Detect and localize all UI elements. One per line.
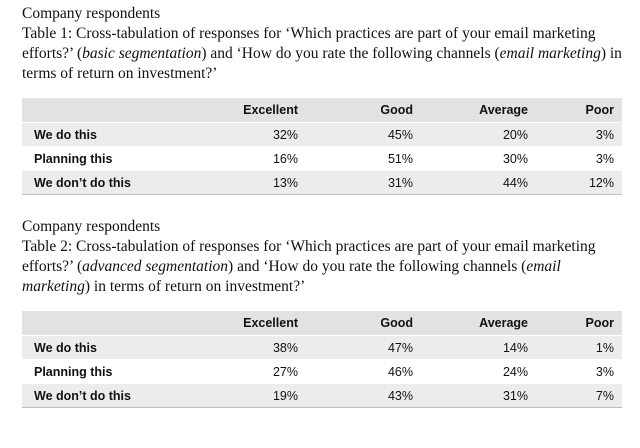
caption-part: ) and ‘How do you rate the following cha… (228, 258, 527, 275)
caption-part: ) in terms of return on investment?’ (22, 45, 622, 82)
table-cell: 24% (421, 359, 536, 384)
table-cell: 44% (421, 170, 536, 195)
table-row: We don’t do this 13% 31% 44% 12% (22, 170, 622, 195)
column-header: Good (306, 98, 421, 123)
column-header: Excellent (186, 311, 306, 336)
table-cell: 43% (306, 383, 421, 408)
table-section-2: Company respondents Table 2: Cross-tabul… (22, 217, 622, 408)
column-header: Excellent (186, 98, 306, 123)
table-caption: Company respondents Table 1: Cross-tabul… (22, 4, 622, 84)
table-cell: 46% (306, 359, 421, 384)
table-cell: 1% (536, 335, 622, 360)
table-cell: 14% (421, 335, 536, 360)
column-header: Poor (536, 98, 622, 123)
table-cell: 30% (421, 146, 536, 171)
caption-text: Table 2: Cross-tabulation of responses f… (22, 237, 622, 297)
table-cell: 16% (186, 146, 306, 171)
row-label: We do this (22, 335, 186, 360)
row-label: Planning this (22, 359, 186, 384)
caption-text: Table 1: Cross-tabulation of responses f… (22, 24, 622, 84)
caption-part: Table 1: Cross-tabulation of responses f… (22, 25, 596, 62)
table-caption: Company respondents Table 2: Cross-tabul… (22, 217, 622, 297)
caption-part: Table 2: Cross-tabulation of responses f… (22, 238, 596, 275)
table-header-row: Excellent Good Average Poor (22, 98, 622, 123)
row-label: We do this (22, 122, 186, 147)
table-cell: 38% (186, 335, 306, 360)
caption-part-italic: basic segmentation (82, 45, 202, 62)
caption-part-italic: email marketing (499, 45, 601, 62)
table-cell: 32% (186, 122, 306, 147)
table-cell: 7% (536, 383, 622, 408)
table-cell: 51% (306, 146, 421, 171)
row-label: Planning this (22, 146, 186, 171)
column-header: Poor (536, 311, 622, 336)
caption-header-line: Company respondents (22, 218, 161, 235)
column-header: Average (421, 311, 536, 336)
table-row: We do this 38% 47% 14% 1% (22, 335, 622, 360)
caption-part-italic: advanced segmentation (82, 258, 229, 275)
table-row: Planning this 16% 51% 30% 3% (22, 146, 622, 171)
table-cell: 19% (186, 383, 306, 408)
table-cell: 12% (536, 170, 622, 195)
table-row: We do this 32% 45% 20% 3% (22, 122, 622, 147)
caption-part-italic: email marketing (22, 258, 561, 295)
table-cell: 31% (421, 383, 536, 408)
column-header: Average (421, 98, 536, 123)
table-cell: 3% (536, 359, 622, 384)
data-table: Excellent Good Average Poor We do this 3… (22, 98, 622, 195)
table-cell: 31% (306, 170, 421, 195)
table-section-1: Company respondents Table 1: Cross-tabul… (22, 4, 622, 195)
table-cell: 3% (536, 146, 622, 171)
table-cell: 45% (306, 122, 421, 147)
corner-cell (22, 311, 186, 336)
column-header: Good (306, 311, 421, 336)
table-row: Planning this 27% 46% 24% 3% (22, 359, 622, 384)
table-row: We don’t do this 19% 43% 31% 7% (22, 383, 622, 408)
table-cell: 3% (536, 122, 622, 147)
table-cell: 13% (186, 170, 306, 195)
row-label: We don’t do this (22, 170, 186, 195)
caption-header-line: Company respondents (22, 5, 161, 22)
table-cell: 20% (421, 122, 536, 147)
corner-cell (22, 98, 186, 123)
caption-part: ) in terms of return on investment?’ (84, 278, 306, 295)
data-table: Excellent Good Average Poor We do this 3… (22, 311, 622, 408)
table-header-row: Excellent Good Average Poor (22, 311, 622, 336)
caption-part: ) and ‘How do you rate the following cha… (201, 45, 500, 62)
table-cell: 47% (306, 335, 421, 360)
row-label: We don’t do this (22, 383, 186, 408)
table-cell: 27% (186, 359, 306, 384)
